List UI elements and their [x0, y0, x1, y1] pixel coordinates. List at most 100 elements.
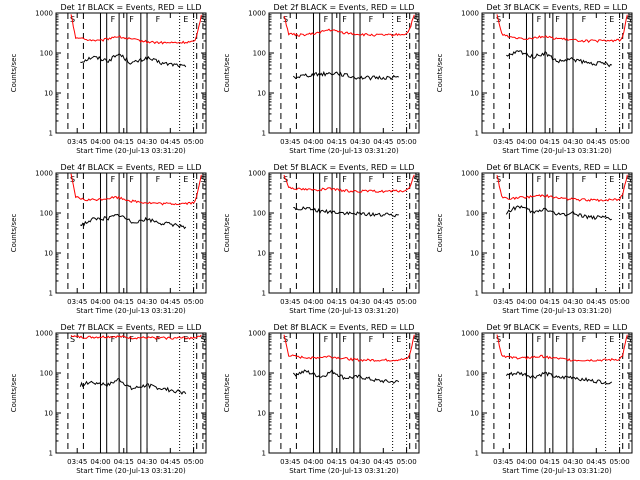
x-tick-label: 05:00 [183, 298, 203, 306]
x-tick-label: 03:45 [493, 138, 513, 146]
x-tick-label: 04:45 [160, 138, 180, 146]
x-axis-label: Start Time (20-Jul-13 03:31:20) [76, 147, 186, 155]
segment-label: E [183, 175, 188, 184]
y-tick-label: 1 [262, 130, 266, 138]
segment-label: S [200, 175, 205, 184]
y-axis-label: Counts/sec [436, 54, 444, 93]
segment-label: F [582, 335, 587, 344]
y-tick-label: 100 [253, 50, 266, 58]
y-tick-label: 10 [44, 250, 53, 258]
x-tick-label: 04:15 [114, 298, 134, 306]
segment-label: E [396, 175, 401, 184]
lld-series-line [70, 173, 202, 206]
y-tick-label: 1000 [248, 10, 266, 18]
segment-label: F [555, 335, 560, 344]
segment-label: S [626, 335, 631, 344]
x-axis-label: Start Time (20-Jul-13 03:31:20) [289, 467, 399, 475]
y-tick-label: 10 [470, 250, 479, 258]
x-tick-label: 05:00 [396, 458, 416, 466]
events-series-line [80, 213, 187, 230]
segment-label: S [200, 335, 205, 344]
plot-frame [268, 332, 420, 454]
segment-label: F [537, 15, 542, 24]
y-tick-label: 100 [466, 50, 479, 58]
x-tick-label: 03:45 [493, 298, 513, 306]
segment-label: F [582, 15, 587, 24]
x-tick-label: 04:00 [90, 138, 110, 146]
segment-label: E [183, 335, 188, 344]
segment-label: S [413, 15, 418, 24]
lld-series-line [70, 334, 202, 341]
x-tick-label: 04:00 [516, 298, 536, 306]
x-tick-label: 05:00 [183, 458, 203, 466]
y-tick-label: 1 [262, 290, 266, 298]
plot-frame [268, 12, 420, 134]
x-tick-label: 04:45 [160, 458, 180, 466]
chart-panel-8: Det 8f BLACK = Events, RED = LLD Counts/s… [223, 323, 420, 475]
chart-title: Det 1f BLACK = Events, RED = LLD [60, 3, 201, 12]
y-tick-label: 1 [475, 290, 479, 298]
segment-label: E [609, 175, 614, 184]
segment-label: F [582, 175, 587, 184]
plot-frame [55, 332, 207, 454]
segment-label: S [626, 175, 631, 184]
x-tick-label: 05:00 [609, 458, 629, 466]
plot-frame [268, 172, 420, 294]
lld-series-line [496, 174, 628, 203]
y-tick-label: 10 [44, 90, 53, 98]
segment-label: F [342, 175, 347, 184]
chart-title: Det 8f BLACK = Events, RED = LLD [273, 323, 414, 332]
segment-label: F [111, 335, 116, 344]
y-tick-label: 1000 [461, 10, 479, 18]
segment-label: F [342, 15, 347, 24]
y-tick-label: 1 [475, 130, 479, 138]
segment-label: F [111, 15, 116, 24]
events-series-line [292, 368, 400, 384]
x-tick-label: 03:45 [280, 298, 300, 306]
y-axis-label: Counts/sec [10, 54, 18, 93]
chart-panel-6: Det 6f BLACK = Events, RED = LLD Counts/s… [436, 163, 633, 315]
x-axis-label: Start Time (20-Jul-13 03:31:20) [76, 307, 186, 315]
events-series-line [505, 205, 613, 221]
chart-panel-5: Det 5f BLACK = Events, RED = LLD Counts/s… [223, 163, 420, 315]
y-tick-label: 1 [262, 450, 266, 458]
segment-label: S [413, 335, 418, 344]
segment-label: S [70, 335, 75, 344]
chart-title: Det 7f BLACK = Events, RED = LLD [60, 323, 201, 332]
x-tick-label: 04:00 [303, 138, 323, 146]
x-tick-label: 05:00 [609, 138, 629, 146]
x-tick-label: 04:30 [137, 458, 157, 466]
x-tick-label: 05:00 [609, 298, 629, 306]
x-tick-label: 04:00 [516, 458, 536, 466]
x-tick-label: 04:15 [540, 138, 560, 146]
segment-label: E [396, 335, 401, 344]
y-tick-label: 1000 [248, 170, 266, 178]
x-axis-label: Start Time (20-Jul-13 03:31:20) [502, 467, 612, 475]
x-tick-label: 04:00 [90, 298, 110, 306]
x-tick-label: 05:00 [396, 138, 416, 146]
segment-label: F [555, 175, 560, 184]
x-tick-label: 04:15 [327, 138, 347, 146]
x-tick-label: 04:15 [540, 298, 560, 306]
segment-label: F [156, 175, 161, 184]
x-axis-label: Start Time (20-Jul-13 03:31:20) [289, 307, 399, 315]
segment-label: E [183, 15, 188, 24]
segment-label: F [342, 335, 347, 344]
x-tick-label: 04:45 [373, 138, 393, 146]
y-axis-label: Counts/sec [436, 374, 444, 413]
x-tick-label: 04:00 [303, 298, 323, 306]
x-tick-label: 03:45 [67, 298, 87, 306]
segment-label: F [537, 335, 542, 344]
events-series-line [293, 206, 399, 218]
plot-frame [481, 12, 633, 134]
x-tick-label: 03:45 [493, 458, 513, 466]
events-series-line [506, 50, 612, 68]
y-tick-label: 10 [257, 410, 266, 418]
x-tick-label: 04:00 [303, 458, 323, 466]
segment-label: E [609, 335, 614, 344]
segment-label: F [324, 15, 329, 24]
x-tick-label: 04:30 [137, 138, 157, 146]
lld-series-line [283, 174, 415, 194]
plot-frame [55, 12, 207, 134]
x-tick-label: 04:45 [373, 458, 393, 466]
